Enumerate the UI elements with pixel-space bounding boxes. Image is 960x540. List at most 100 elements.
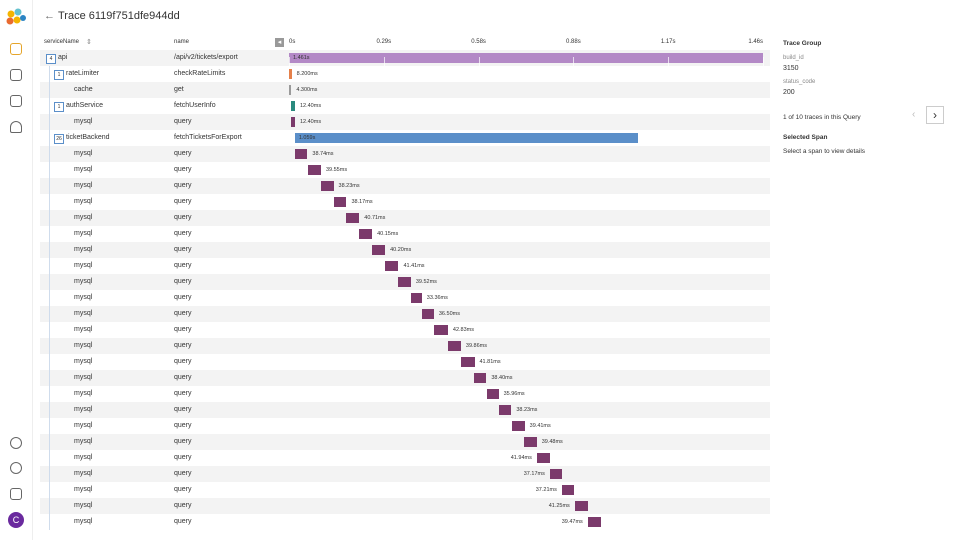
span-name: fetchTicketsForExport xyxy=(174,134,242,141)
span-bar xyxy=(498,405,512,415)
child-count: 26 xyxy=(54,134,64,144)
row-background xyxy=(40,498,770,514)
tick-label: 0s xyxy=(289,39,296,45)
field-key: build_id xyxy=(783,55,804,61)
service-name: ticketBackend xyxy=(66,134,110,141)
span-name: query xyxy=(174,198,192,205)
span-bar xyxy=(359,229,373,239)
tick-label: 0.88s xyxy=(566,39,581,45)
span-bar xyxy=(511,421,525,431)
duration-label: 38.23ms xyxy=(516,407,538,413)
service-name: mysql xyxy=(74,198,93,205)
span-bar xyxy=(321,181,334,191)
service-name: api xyxy=(58,54,68,61)
duration-label: 38.40ms xyxy=(491,375,513,381)
nav-query[interactable] xyxy=(10,43,22,55)
service-name: mysql xyxy=(74,486,93,493)
duration-label: 4.300ms xyxy=(296,87,318,93)
nav-triggers[interactable] xyxy=(10,121,22,133)
tree-line xyxy=(49,66,50,530)
service-name: mysql xyxy=(74,214,93,221)
collapse-button[interactable]: ◂ xyxy=(275,38,284,47)
span-bar xyxy=(447,341,461,351)
tick-line xyxy=(383,57,385,66)
back-arrow[interactable]: ← xyxy=(44,10,55,22)
span-bar xyxy=(561,485,574,495)
panel-heading: Trace Group xyxy=(783,40,822,47)
service-name: mysql xyxy=(74,390,93,397)
duration-label: 39.41ms xyxy=(529,423,551,429)
span-bar xyxy=(346,213,360,223)
duration-label: 41.25ms xyxy=(548,503,570,509)
nav-docs[interactable] xyxy=(10,488,22,500)
span-name: query xyxy=(174,358,192,365)
duration-label: 1.059s xyxy=(298,135,316,141)
span-name: query xyxy=(174,118,192,125)
nav-boards[interactable] xyxy=(10,95,22,107)
span-name: query xyxy=(174,470,192,477)
child-count: 1 xyxy=(54,70,64,80)
panel-hint: Select a span to view details xyxy=(783,148,866,155)
row-background xyxy=(40,210,770,226)
duration-label: 38.23ms xyxy=(338,183,360,189)
span-name: query xyxy=(174,486,192,493)
span-bar xyxy=(385,261,399,271)
span-name: query xyxy=(174,390,192,397)
nav-notifications[interactable] xyxy=(10,462,22,474)
nav-help[interactable] xyxy=(10,437,22,449)
duration-label: 35.96ms xyxy=(503,391,525,397)
tick-line xyxy=(668,57,670,66)
duration-label: 1.461s xyxy=(293,55,310,61)
duration-label: 39.55ms xyxy=(325,167,348,173)
duration-label: 41.94ms xyxy=(510,455,532,461)
span-bar xyxy=(294,149,308,159)
col-header[interactable]: name xyxy=(174,39,190,45)
nav-datasets[interactable] xyxy=(10,69,22,81)
logo xyxy=(6,8,26,25)
row-background xyxy=(40,402,770,418)
prev-button[interactable]: ‹ xyxy=(912,109,916,120)
span-name: query xyxy=(174,310,192,317)
service-name: mysql xyxy=(74,278,93,285)
tick-line xyxy=(573,57,575,66)
tick-line xyxy=(289,57,290,66)
next-button[interactable]: › xyxy=(926,106,944,124)
span-bar xyxy=(523,437,537,447)
span-name: query xyxy=(174,454,192,461)
duration-label: 40.20ms xyxy=(390,247,412,253)
service-name: mysql xyxy=(74,118,93,125)
span-bar xyxy=(290,101,295,111)
duration-label: 12.40ms xyxy=(299,119,322,125)
duration-label: 41.41ms xyxy=(403,263,425,269)
span-name: get xyxy=(174,86,184,93)
tick-line xyxy=(763,57,764,66)
span-bar xyxy=(422,309,434,319)
sort-icon[interactable]: ⇕ xyxy=(86,39,92,46)
pager-text: 1 of 10 traces in this Query xyxy=(783,114,861,121)
span-bar xyxy=(460,357,475,367)
duration-label: 40.71ms xyxy=(364,215,386,221)
tick-label: 0.58s xyxy=(471,39,486,45)
service-name: mysql xyxy=(74,246,93,253)
span-name: query xyxy=(174,230,192,237)
span-bar xyxy=(334,197,347,207)
span-bar xyxy=(289,53,763,63)
span-bar xyxy=(486,389,499,399)
span-name: query xyxy=(174,326,192,333)
avatar[interactable]: C xyxy=(8,512,24,528)
row-background xyxy=(40,466,770,482)
span-name: query xyxy=(174,422,192,429)
span-name: query xyxy=(174,374,192,381)
span-name: query xyxy=(174,182,192,189)
col-header[interactable]: serviceName xyxy=(44,39,80,45)
span-bar xyxy=(294,133,639,143)
row-background xyxy=(40,242,770,258)
span-name: fetchUserInfo xyxy=(174,102,216,109)
field-value: 200 xyxy=(783,89,795,96)
span-bar xyxy=(536,453,551,463)
service-name: mysql xyxy=(74,454,93,461)
service-name: mysql xyxy=(74,502,93,509)
tick-label: 1.17s xyxy=(660,39,676,45)
child-count: 4 xyxy=(46,54,56,64)
